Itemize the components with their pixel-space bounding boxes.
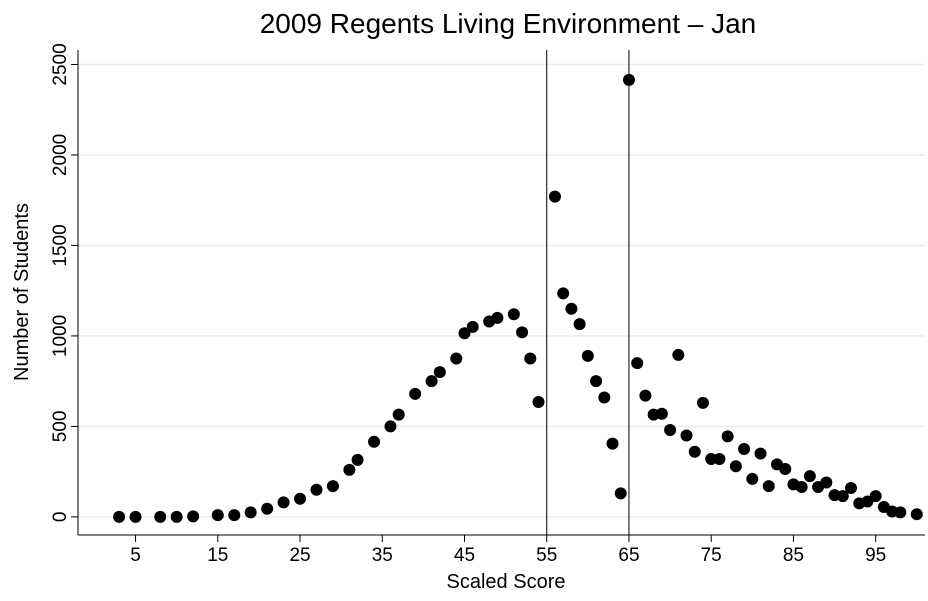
point — [614, 487, 627, 500]
point — [425, 375, 438, 388]
chart-title: 2009 Regents Living Environment – Jan — [260, 8, 757, 39]
point — [384, 420, 397, 433]
point — [894, 506, 907, 519]
point — [639, 389, 652, 402]
point — [705, 452, 718, 465]
point — [392, 408, 405, 421]
x-tick-label: 15 — [207, 545, 228, 566]
point — [187, 510, 200, 523]
point — [532, 395, 545, 408]
x-tick-label: 65 — [618, 545, 639, 566]
x-tick-label: 85 — [783, 545, 804, 566]
point — [129, 510, 142, 523]
point — [211, 509, 224, 522]
point — [458, 327, 471, 340]
y-tick-label: 500 — [50, 411, 71, 443]
point — [631, 357, 644, 370]
point — [244, 506, 257, 519]
point — [746, 472, 759, 485]
point — [795, 481, 808, 494]
point — [113, 510, 126, 523]
x-tick-label: 45 — [454, 545, 475, 566]
y-tick-label: 2000 — [50, 134, 71, 176]
y-tick-label: 2500 — [50, 43, 71, 85]
point — [409, 387, 422, 400]
point — [779, 462, 792, 475]
point — [869, 490, 882, 503]
point — [326, 480, 339, 493]
point — [261, 502, 274, 515]
point — [696, 396, 709, 409]
point — [557, 287, 570, 300]
point — [170, 510, 183, 523]
point — [910, 508, 923, 521]
point — [548, 190, 561, 203]
point — [844, 481, 857, 494]
point — [672, 348, 685, 361]
point — [368, 435, 381, 448]
point — [450, 352, 463, 365]
point — [655, 407, 668, 420]
x-axis-label: Scaled Score — [447, 571, 566, 593]
x-tick-label: 5 — [130, 545, 141, 566]
point — [721, 430, 734, 443]
point — [507, 308, 520, 321]
point — [688, 445, 701, 458]
x-tick-label: 35 — [372, 545, 393, 566]
point — [573, 318, 586, 331]
point — [228, 509, 241, 522]
point — [836, 490, 849, 503]
point — [713, 452, 726, 465]
point — [351, 453, 364, 466]
x-tick-label: 55 — [536, 545, 557, 566]
point — [803, 470, 816, 483]
point — [664, 424, 677, 437]
point — [310, 483, 323, 496]
y-tick-label: 0 — [50, 512, 71, 523]
y-tick-label: 1000 — [50, 315, 71, 357]
y-tick-label: 1500 — [50, 224, 71, 266]
point — [820, 476, 833, 489]
x-tick-label: 25 — [289, 545, 310, 566]
point — [729, 460, 742, 473]
point — [581, 349, 594, 362]
point — [598, 391, 611, 404]
point — [277, 496, 290, 509]
point — [343, 463, 356, 476]
point — [154, 510, 167, 523]
point — [466, 320, 479, 333]
point — [738, 443, 751, 456]
point — [754, 447, 767, 460]
point — [762, 480, 775, 493]
point — [294, 492, 307, 505]
point — [565, 302, 578, 315]
point — [516, 326, 529, 339]
point — [680, 429, 693, 442]
y-axis-label: Number of Students — [11, 203, 33, 381]
point — [590, 375, 603, 388]
point — [606, 437, 619, 450]
x-tick-label: 75 — [701, 545, 722, 566]
point — [524, 352, 537, 365]
point — [433, 366, 446, 379]
x-tick-label: 95 — [865, 545, 886, 566]
point — [491, 311, 504, 324]
point — [622, 73, 635, 86]
